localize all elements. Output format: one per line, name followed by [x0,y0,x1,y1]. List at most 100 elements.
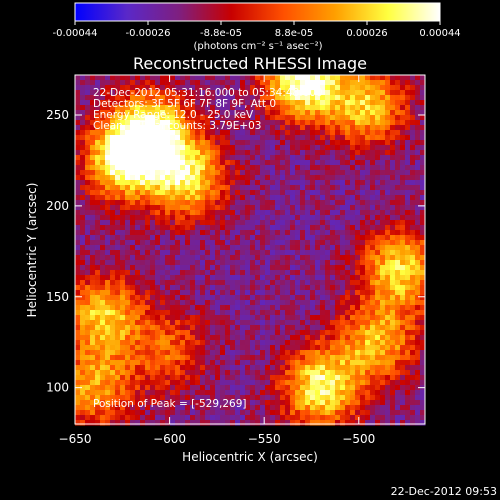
heatmap-cell [365,120,371,126]
heatmap-cell [125,320,131,326]
heatmap-cell [90,415,96,421]
heatmap-cell [190,390,196,396]
heatmap-cell [310,190,316,196]
heatmap-cell [260,265,266,271]
heatmap-cell [415,255,421,261]
heatmap-cell [125,220,131,226]
heatmap-cell [155,190,161,196]
heatmap-cell [305,355,311,361]
heatmap-cell [255,245,261,251]
heatmap-cell [250,330,256,336]
heatmap-cell [135,360,141,366]
heatmap-cell [215,260,221,266]
heatmap-cell [340,390,346,396]
heatmap-cell [130,80,136,86]
heatmap-cell [420,215,426,221]
heatmap-cell [365,295,371,301]
heatmap-cell [215,360,221,366]
heatmap-cell [125,105,131,111]
heatmap-cell [90,180,96,186]
heatmap-cell [265,245,271,251]
heatmap-cell [180,400,186,406]
heatmap-cell [240,125,246,131]
x-tick-label: −600 [153,432,186,446]
heatmap-cell [270,95,276,101]
heatmap-cell [410,250,416,256]
heatmap-cell [415,135,421,141]
heatmap-cell [215,120,221,126]
heatmap-cell [120,300,126,306]
heatmap-cell [255,80,261,86]
heatmap-cell [370,225,376,231]
heatmap-cell [325,95,331,101]
heatmap-cell [140,395,146,401]
heatmap-cell [235,385,241,391]
heatmap-cell [135,315,141,321]
heatmap-cell [330,115,336,121]
heatmap-cell [410,315,416,321]
heatmap-cell [200,150,206,156]
heatmap-cell [365,185,371,191]
heatmap-cell [80,220,86,226]
heatmap-cell [390,305,396,311]
heatmap-cell [115,285,121,291]
heatmap-cell [145,100,151,106]
heatmap-cell [315,180,321,186]
heatmap-cell [410,160,416,166]
heatmap-cell [245,80,251,86]
heatmap-cell [170,140,176,146]
heatmap-cell [400,190,406,196]
heatmap-cell [360,290,366,296]
heatmap-cell [130,295,136,301]
heatmap-cell [195,250,201,256]
heatmap-cell [150,110,156,116]
heatmap-cell [165,105,171,111]
heatmap-cell [85,285,91,291]
heatmap-cell [260,195,266,201]
heatmap-cell [240,320,246,326]
heatmap-cell [260,95,266,101]
heatmap-cell [120,240,126,246]
heatmap-cell [400,415,406,421]
heatmap-cell [155,235,161,241]
heatmap-cell [250,160,256,166]
heatmap-cell [245,110,251,116]
heatmap-cell [80,355,86,361]
heatmap-cell [120,150,126,156]
heatmap-cell [220,290,226,296]
heatmap-cell [100,355,106,361]
heatmap-cell [280,115,286,121]
heatmap-cell [395,375,401,381]
heatmap-cell [180,350,186,356]
heatmap-cell [195,310,201,316]
heatmap-cell [80,310,86,316]
heatmap-cell [300,250,306,256]
heatmap-cell [115,360,121,366]
heatmap-cell [95,395,101,401]
heatmap-cell [265,335,271,341]
heatmap-cell [100,250,106,256]
heatmap-cell [405,420,411,426]
heatmap-cell [150,130,156,136]
heatmap-cell [180,325,186,331]
heatmap-cell [385,120,391,126]
heatmap-cell [390,240,396,246]
heatmap-cell [380,325,386,331]
heatmap-cell [260,205,266,211]
heatmap-cell [185,200,191,206]
heatmap-cell [100,415,106,421]
heatmap-cell [250,195,256,201]
heatmap-cell [275,80,281,86]
heatmap-cell [270,370,276,376]
heatmap-cell [135,375,141,381]
heatmap-cell [280,395,286,401]
heatmap-cell [180,200,186,206]
heatmap-cell [355,125,361,131]
heatmap-cell [165,230,171,236]
heatmap-cell [320,325,326,331]
heatmap-cell [295,140,301,146]
heatmap-cell [165,115,171,121]
heatmap-cell [315,400,321,406]
heatmap-cell [290,220,296,226]
heatmap-cell [190,350,196,356]
